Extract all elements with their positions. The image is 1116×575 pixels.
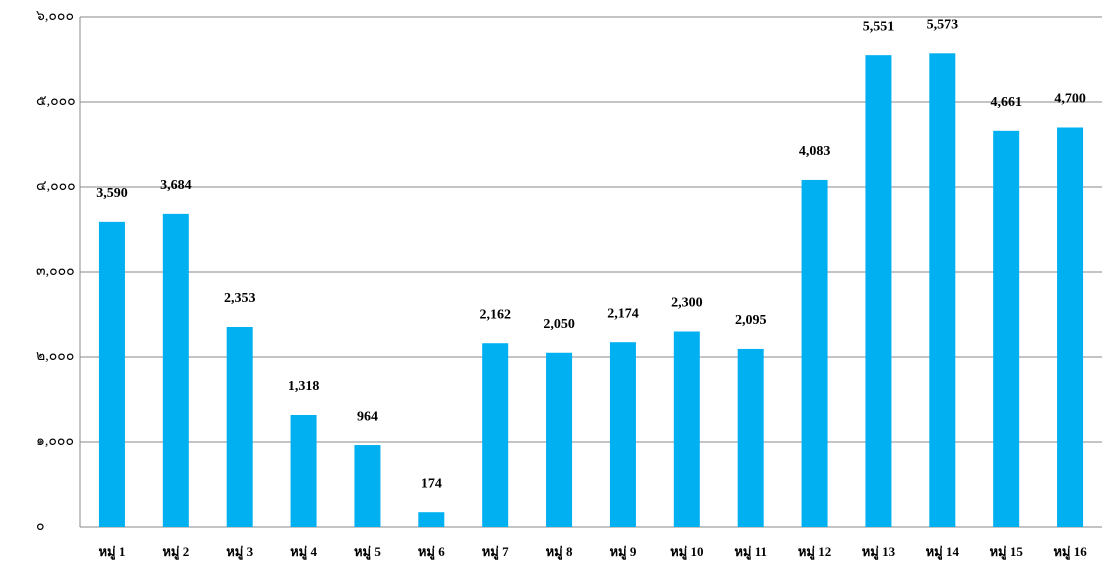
data-label: 2,174 bbox=[607, 306, 639, 321]
x-tick-label: หมู่ 13 bbox=[862, 544, 896, 560]
x-tick-label: หมู่ 2 bbox=[162, 544, 189, 560]
bar bbox=[929, 53, 955, 527]
y-tick-label: ๕,๐๐๐ bbox=[36, 94, 76, 109]
x-tick-label: หมู่ 3 bbox=[226, 544, 253, 560]
bar bbox=[546, 353, 572, 527]
data-label: 1,318 bbox=[288, 379, 320, 394]
data-label: 2,300 bbox=[671, 296, 703, 311]
data-label: 174 bbox=[421, 476, 442, 491]
x-tick-label: หมู่ 4 bbox=[290, 544, 317, 560]
x-tick-label: หมู่ 15 bbox=[989, 544, 1023, 560]
x-tick-label: หมู่ 9 bbox=[609, 544, 636, 560]
data-label: 964 bbox=[357, 409, 378, 424]
y-tick-label: ๔,๐๐๐ bbox=[36, 179, 76, 194]
data-label: 4,083 bbox=[799, 144, 831, 159]
y-tick-label: ๒,๐๐๐ bbox=[36, 349, 74, 364]
x-tick-label: หมู่ 16 bbox=[1053, 544, 1087, 560]
y-tick-label: ๓,๐๐๐ bbox=[36, 264, 75, 279]
x-tick-label: หมู่ 7 bbox=[482, 544, 509, 560]
bar bbox=[163, 214, 189, 527]
x-tick-label: หมู่ 10 bbox=[670, 544, 703, 560]
chart: ๐ ๑,๐๐๐ ๒,๐๐๐ ๓,๐๐๐ ๔,๐๐๐ ๕,๐๐๐ ๖,๐๐๐หมู่ 1 3,5… bbox=[0, 0, 1116, 575]
bar bbox=[482, 343, 508, 527]
data-label: 2,050 bbox=[543, 317, 575, 332]
bar bbox=[354, 445, 380, 527]
bar bbox=[1057, 128, 1083, 528]
data-label: 4,700 bbox=[1054, 92, 1086, 107]
data-label: 2,162 bbox=[479, 307, 511, 322]
x-tick-label: หมู่ 5 bbox=[354, 544, 381, 560]
data-label: 4,661 bbox=[990, 95, 1022, 110]
x-tick-label: หมู่ 6 bbox=[418, 544, 445, 560]
bar bbox=[418, 512, 444, 527]
x-tick-label: หมู่ 14 bbox=[926, 544, 960, 560]
bar bbox=[865, 55, 891, 527]
bar bbox=[993, 131, 1019, 527]
y-tick-label: ๐ bbox=[36, 519, 45, 534]
data-label: 5,573 bbox=[927, 18, 959, 33]
data-label: 5,551 bbox=[863, 19, 895, 34]
data-label: 3,684 bbox=[160, 178, 192, 193]
x-tick-label: หมู่ 1 bbox=[98, 544, 125, 560]
x-tick-label: หมู่ 11 bbox=[734, 544, 767, 560]
bar bbox=[291, 415, 317, 527]
x-tick-label: หมู่ 12 bbox=[798, 544, 831, 560]
bar bbox=[99, 222, 125, 527]
y-tick-label: ๑,๐๐๐ bbox=[36, 434, 74, 449]
bar bbox=[610, 342, 636, 527]
bar bbox=[802, 180, 828, 527]
data-label: 2,353 bbox=[224, 291, 256, 306]
bar bbox=[738, 349, 764, 527]
y-tick-label: ๖,๐๐๐ bbox=[36, 9, 74, 24]
bar bbox=[674, 332, 700, 528]
x-tick-label: หมู่ 8 bbox=[546, 544, 573, 560]
bar bbox=[227, 327, 253, 527]
data-label: 2,095 bbox=[735, 313, 767, 328]
data-label: 3,590 bbox=[96, 186, 128, 201]
